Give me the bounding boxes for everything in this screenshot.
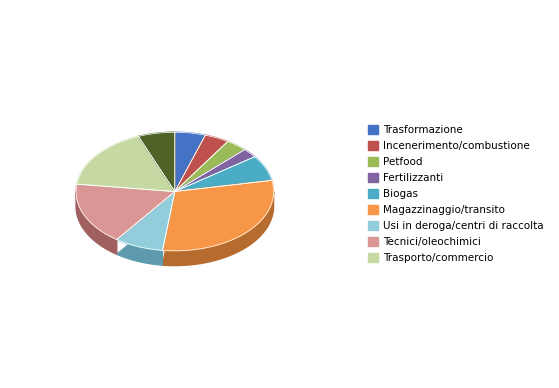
Polygon shape — [117, 192, 175, 250]
Polygon shape — [175, 157, 272, 192]
Polygon shape — [77, 137, 175, 192]
Polygon shape — [175, 132, 205, 192]
Legend: Trasformazione, Incenerimento/combustione, Petfood, Fertilizzanti, Biogas, Magaz: Trasformazione, Incenerimento/combustion… — [364, 122, 547, 266]
Polygon shape — [76, 184, 175, 239]
Polygon shape — [76, 192, 117, 254]
Polygon shape — [163, 192, 273, 266]
Polygon shape — [139, 132, 175, 192]
Polygon shape — [117, 192, 175, 265]
Polygon shape — [175, 142, 245, 192]
Polygon shape — [175, 150, 255, 192]
Polygon shape — [163, 180, 273, 251]
Polygon shape — [175, 135, 228, 192]
